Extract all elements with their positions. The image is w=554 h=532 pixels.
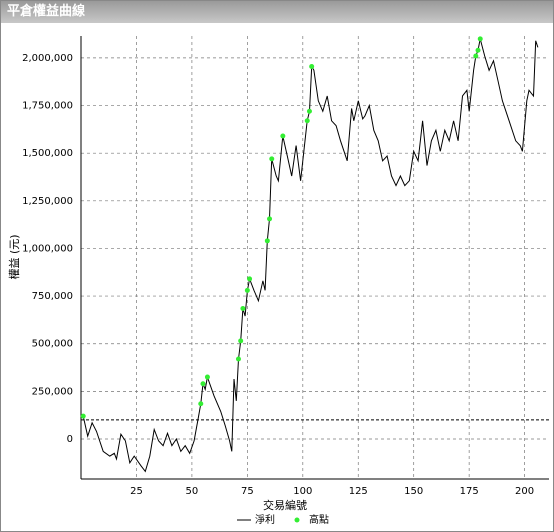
high-point xyxy=(235,356,241,362)
high-point xyxy=(264,238,270,244)
high-point xyxy=(473,53,479,59)
y-tick-label: 750,000 xyxy=(32,291,73,302)
x-tick-label: 175 xyxy=(460,486,479,497)
x-tick-label: 125 xyxy=(349,486,368,497)
x-tick-label: 75 xyxy=(241,486,254,497)
high-point xyxy=(280,133,286,139)
x-tick-label: 200 xyxy=(515,486,534,497)
y-axis-label: 權益 (元) xyxy=(7,234,21,279)
high-point xyxy=(204,374,210,380)
high-point xyxy=(304,118,310,124)
high-point xyxy=(247,276,253,282)
high-point xyxy=(477,36,483,42)
x-tick-label: 25 xyxy=(130,486,143,497)
x-axis-label: 交易編號 xyxy=(263,498,307,512)
y-tick-label: 250,000 xyxy=(32,386,73,397)
high-point xyxy=(238,338,244,344)
high-point xyxy=(267,216,273,222)
high-point xyxy=(200,381,206,387)
high-point xyxy=(475,47,481,53)
x-tick-label: 150 xyxy=(404,486,423,497)
high-point xyxy=(309,63,315,69)
legend-marker xyxy=(294,517,300,523)
y-tick-label: 1,000,000 xyxy=(22,243,73,254)
y-tick-label: 1,750,000 xyxy=(22,101,73,112)
high-point xyxy=(306,108,312,114)
y-tick-label: 1,250,000 xyxy=(22,196,73,207)
y-tick-label: 0 xyxy=(67,434,73,445)
title-bar: 平倉權益曲線 xyxy=(1,1,553,23)
high-point xyxy=(198,401,204,407)
legend-label: 高點 xyxy=(309,513,329,526)
equity-line xyxy=(82,38,539,473)
y-tick-label: 1,500,000 xyxy=(22,148,73,159)
x-tick-label: 100 xyxy=(293,486,312,497)
legend-label: 淨利 xyxy=(255,514,275,526)
x-tick-label: 50 xyxy=(186,486,199,497)
y-tick-label: 2,000,000 xyxy=(22,53,73,64)
y-tick-label: 500,000 xyxy=(32,339,73,350)
high-point xyxy=(80,413,86,419)
high-point xyxy=(240,305,246,311)
high-point xyxy=(244,287,250,293)
high-point xyxy=(269,156,275,162)
